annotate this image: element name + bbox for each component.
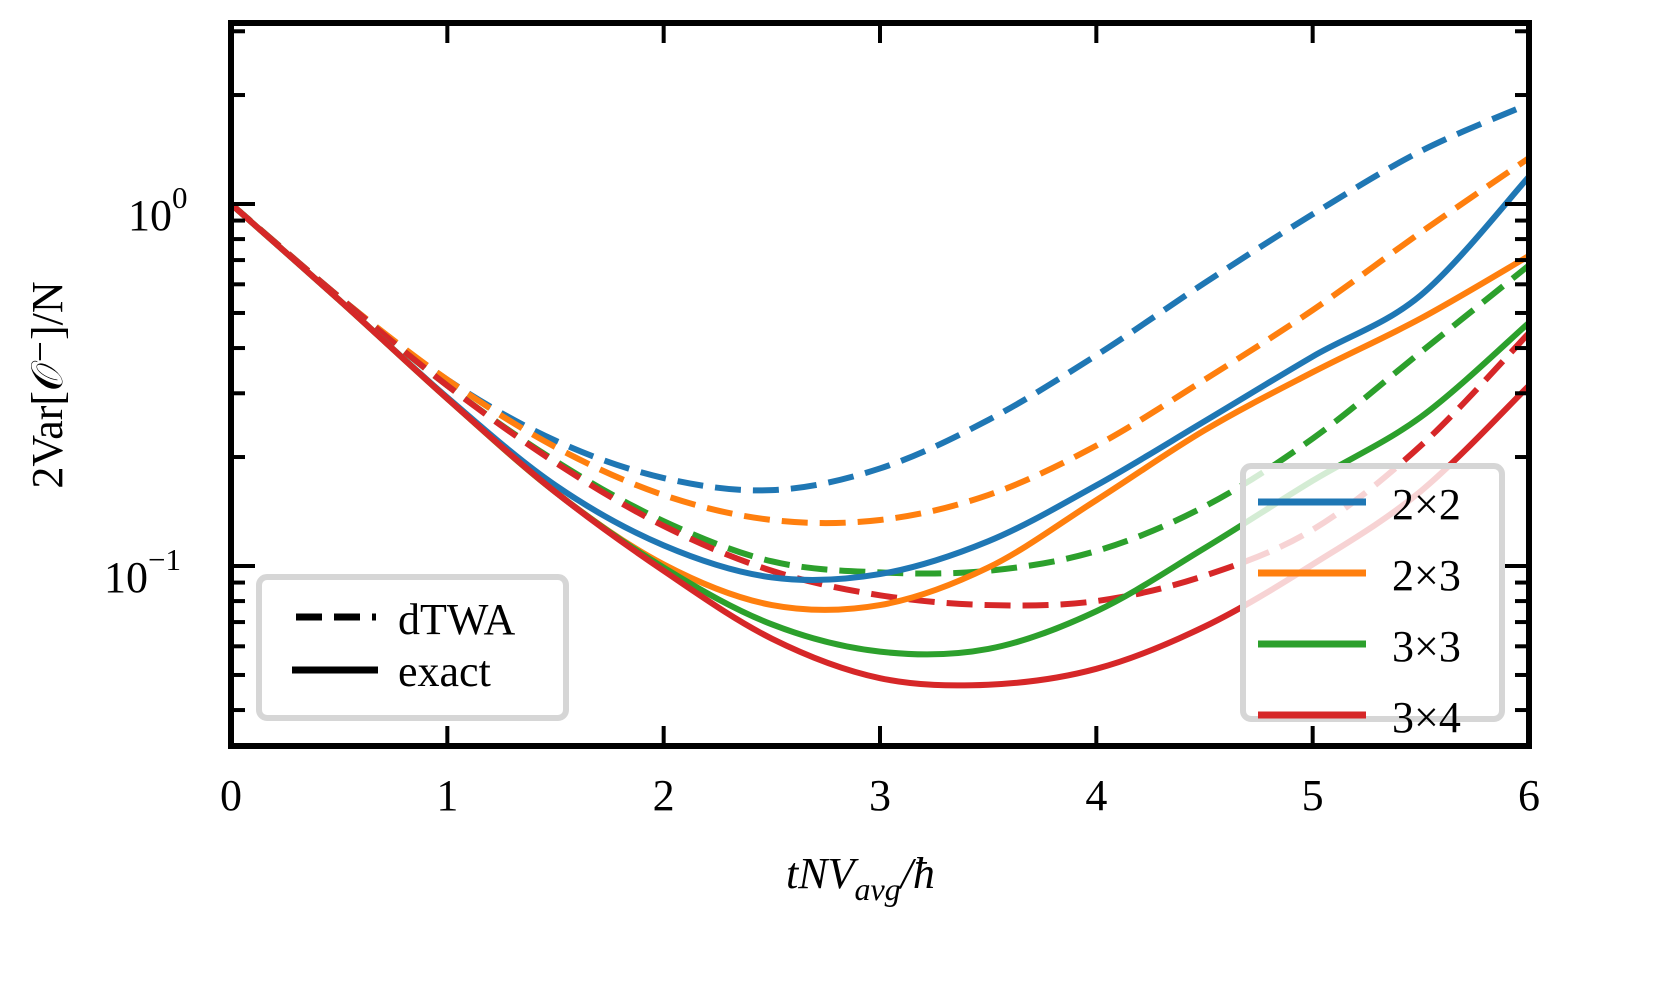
- y-axis-label: 2Var[𝒪⁻]/N: [23, 281, 72, 488]
- plot-area: [231, 101, 1529, 689]
- legend-system-size: 2×2 2×3 3×3 3×4: [1240, 463, 1505, 742]
- legend-label-dtwa: dTWA: [398, 595, 516, 644]
- legend-linestyle: dTWA exact: [256, 574, 569, 721]
- legend-label: 2×2: [1392, 480, 1461, 529]
- x-tick-labels: 0 1 2 3 4 5 6: [220, 771, 1540, 820]
- x-tick-label: 6: [1518, 771, 1540, 820]
- y-tick-label-1e0: 100: [128, 180, 188, 240]
- x-tick-label: 0: [220, 771, 242, 820]
- axes-frame: [228, 20, 1532, 749]
- x-tick-label: 3: [869, 771, 891, 820]
- legend-label-exact: exact: [398, 647, 491, 696]
- x-tick-label: 1: [436, 771, 458, 820]
- x-tick-label: 5: [1302, 771, 1324, 820]
- curve-2x3-dtwa: [231, 155, 1529, 527]
- y-tick-label-1e-1: 10−1: [104, 542, 181, 602]
- x-tick-label: 2: [653, 771, 675, 820]
- legend-label: 3×3: [1392, 622, 1461, 671]
- legend-label: 2×3: [1392, 551, 1461, 600]
- x-tick-label: 4: [1085, 771, 1107, 820]
- x-axis-label: tNVavg/ħ: [786, 849, 935, 907]
- legend-label: 3×4: [1392, 693, 1461, 742]
